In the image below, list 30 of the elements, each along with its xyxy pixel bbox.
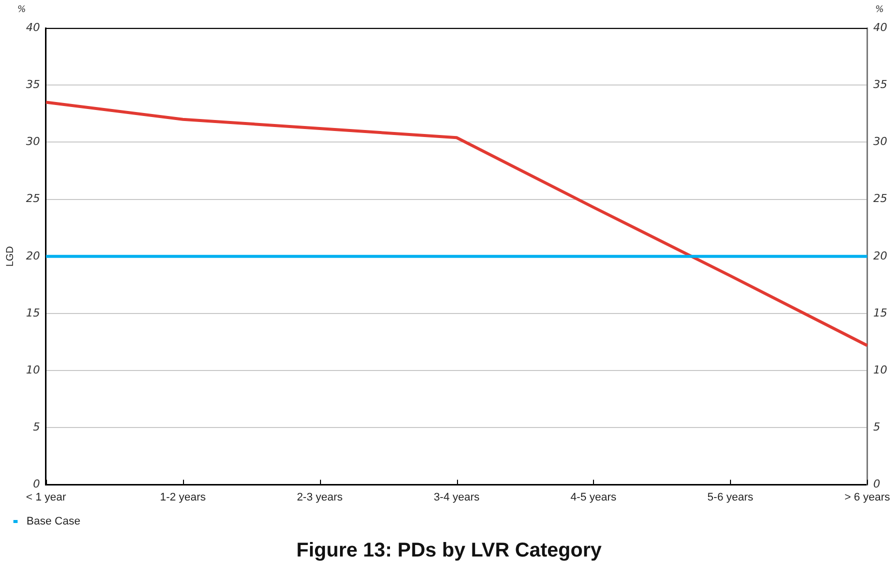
y-tick-label: 0 bbox=[32, 478, 40, 491]
y-tick-label: 25 bbox=[26, 192, 40, 206]
y-tick-label: 5 bbox=[32, 420, 40, 434]
x-tick-label: 5-6 years bbox=[707, 491, 754, 504]
y-axis-title: LGD bbox=[4, 246, 16, 267]
y2-tick-label: 0 bbox=[873, 478, 880, 491]
y2-tick-label: 30 bbox=[873, 135, 888, 148]
y-tick-label: 40 bbox=[26, 20, 40, 34]
legend-label: Base Case bbox=[26, 516, 80, 528]
text: % bbox=[875, 4, 884, 15]
x-tick-label: < 1 year bbox=[26, 491, 66, 504]
text: Figure 13: PDs by LVR Category bbox=[296, 540, 602, 562]
x-tick-label: 2-3 years bbox=[296, 491, 344, 504]
y2-tick-label: 25 bbox=[873, 192, 888, 206]
x-tick-label: > 6 years bbox=[844, 491, 890, 504]
y2-tick-label: 15 bbox=[873, 306, 888, 320]
y-tick-label: 10 bbox=[26, 363, 40, 376]
y-tick-label: 35 bbox=[26, 78, 40, 91]
y2-tick-label: 10 bbox=[873, 363, 888, 376]
y-tick-label: 20 bbox=[26, 249, 40, 262]
text: % bbox=[17, 4, 26, 15]
x-tick-label: 1-2 years bbox=[160, 491, 206, 504]
y2-tick-label: 35 bbox=[873, 78, 888, 91]
y-tick-label: 15 bbox=[26, 306, 40, 320]
y2-tick-label: 40 bbox=[873, 20, 888, 34]
y-tick-label: 30 bbox=[26, 135, 40, 148]
y2-tick-label: 5 bbox=[873, 420, 880, 434]
x-tick-label: 4-5 years bbox=[570, 491, 617, 504]
y2-tick-label: 20 bbox=[873, 249, 888, 262]
x-tick-label: 3-4 years bbox=[434, 491, 480, 504]
